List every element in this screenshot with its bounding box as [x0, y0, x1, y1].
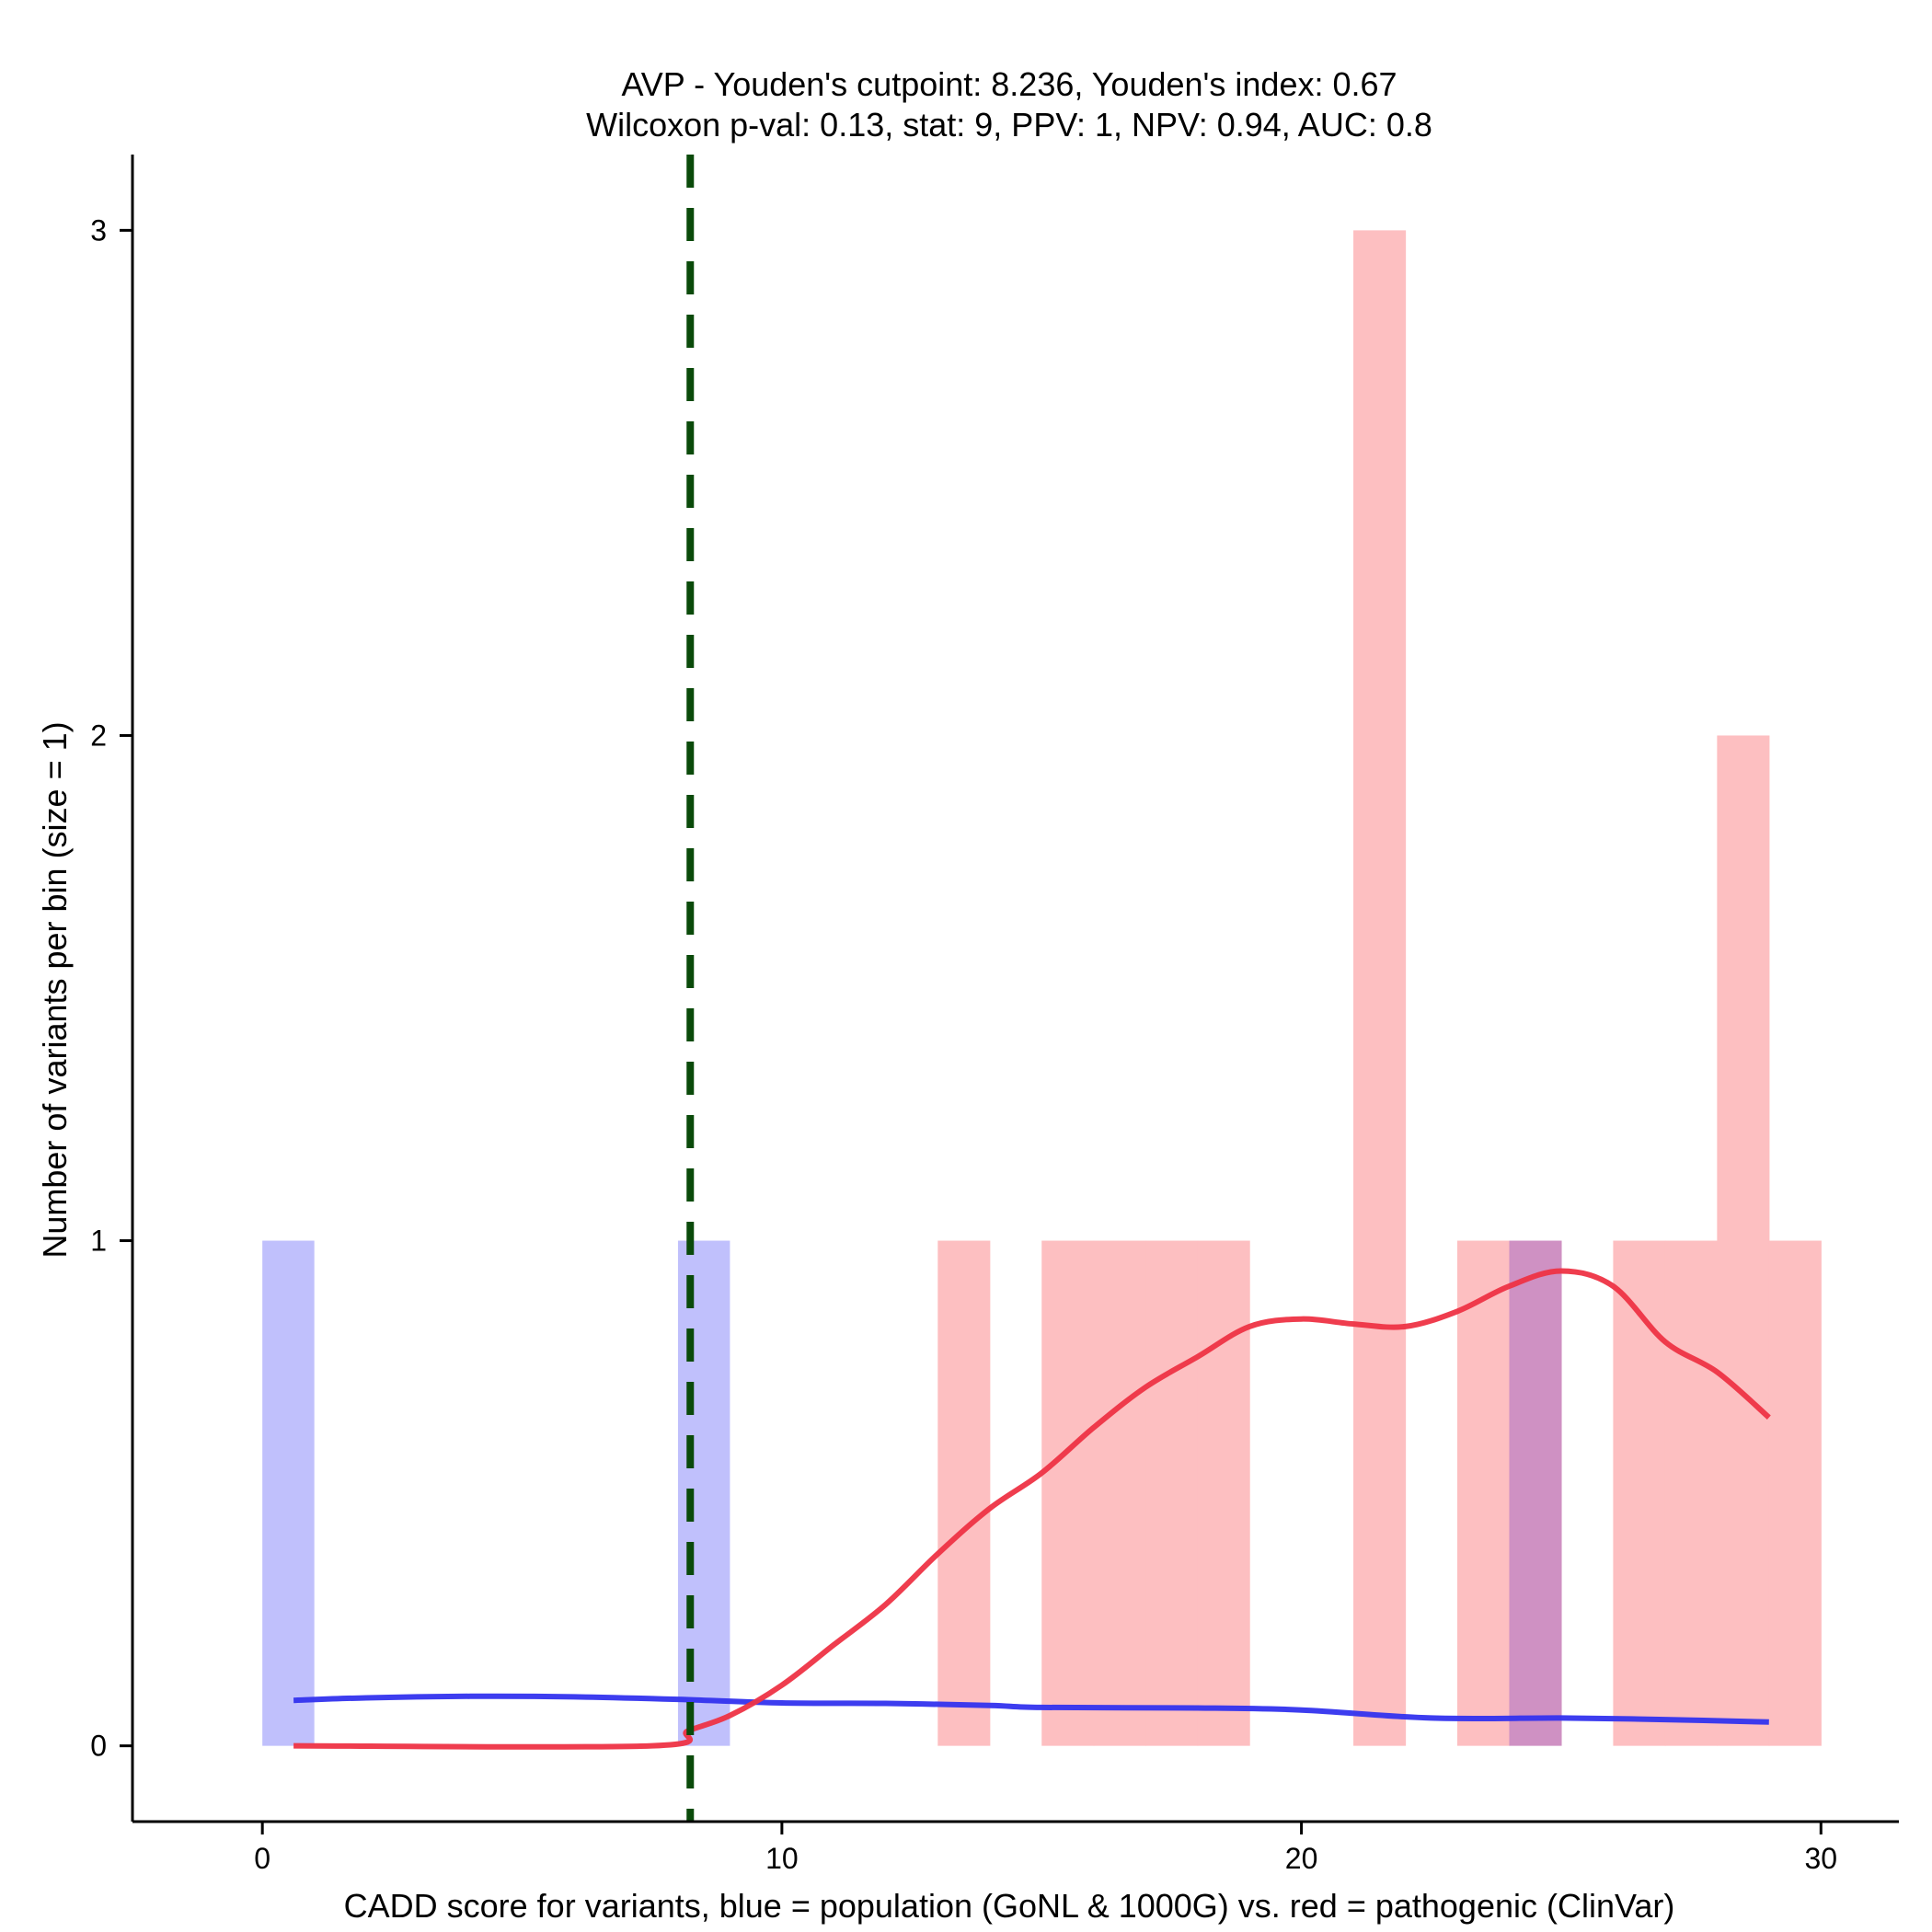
bar-pathogenic: [1041, 1240, 1095, 1746]
y-tick-label: 1: [90, 1225, 107, 1258]
x-tick-label: 20: [1285, 1842, 1318, 1875]
x-axis-label: CADD score for variants, blue = populati…: [344, 1887, 1675, 1925]
bar-overlap: [1509, 1240, 1562, 1746]
population-density-line: [293, 1693, 1769, 1725]
y-tick-label: 2: [90, 719, 107, 752]
chart-title-line2: Wilcoxon p-val: 0.13, stat: 9, PPV: 1, N…: [586, 106, 1432, 144]
bar-pathogenic: [1353, 230, 1407, 1746]
chart-title-line1: AVP - Youden's cutpoint: 8.236, Youden's…: [621, 65, 1397, 103]
x-tick-label: 0: [254, 1842, 270, 1875]
bar-pathogenic: [937, 1240, 991, 1746]
bar-pathogenic: [1145, 1240, 1199, 1746]
bar-pathogenic: [1768, 1240, 1822, 1746]
bar-pathogenic: [1717, 735, 1770, 1746]
y-tick-label: 0: [90, 1730, 107, 1763]
bar-pathogenic: [1613, 1240, 1666, 1746]
y-tick-label: 3: [90, 213, 107, 247]
bar-pathogenic: [1457, 1240, 1511, 1746]
bars-layer: [262, 230, 1822, 1746]
axes: [131, 155, 1899, 1823]
bar-pathogenic: [1197, 1240, 1250, 1746]
lines-layer: [293, 155, 1771, 1822]
ticks-layer: 0 10 20 30 0 1 2 3: [90, 213, 1837, 1875]
pathogenic-density-line: [293, 1268, 1771, 1750]
x-tick-label: 10: [765, 1842, 799, 1875]
x-tick-label: 30: [1804, 1842, 1837, 1875]
bar-population: [677, 1240, 730, 1746]
y-axis-label: Number of variants per bin (size = 1): [36, 721, 74, 1258]
chart-title: AVP - Youden's cutpoint: 8.236, Youden's…: [586, 65, 1432, 144]
bar-population: [262, 1240, 315, 1746]
bar-pathogenic: [1093, 1240, 1146, 1746]
bar-pathogenic: [1664, 1240, 1718, 1746]
